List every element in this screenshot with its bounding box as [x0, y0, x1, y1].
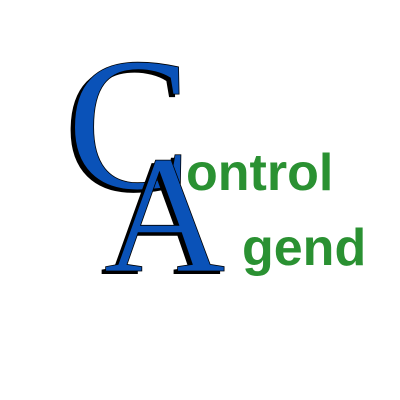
letter-c: C [67, 18, 191, 229]
letter-a-shadow: A [100, 125, 221, 311]
letter-c-shadow: C [63, 21, 187, 232]
letter-a: A [104, 122, 225, 308]
word-agend-suffix: gend [242, 219, 366, 277]
word-control-suffix: ontrol [186, 144, 333, 202]
